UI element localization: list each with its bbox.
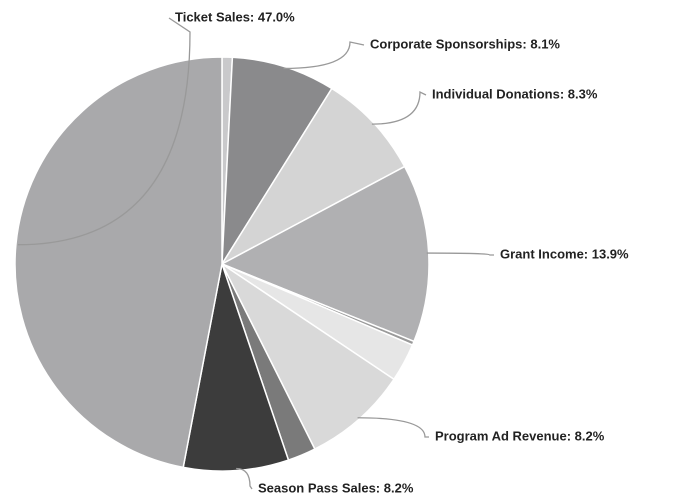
- slice-label: Individual Donations: 8.3%: [432, 86, 598, 101]
- slice-label: Ticket Sales: 47.0%: [175, 9, 295, 24]
- leader-line: [17, 17, 191, 246]
- pie-slice: [219, 87, 406, 266]
- leader-line: [236, 467, 253, 490]
- pie-slice: [182, 261, 290, 472]
- leader-line: [371, 90, 427, 125]
- leader-line: [283, 41, 365, 70]
- pie-slice: [221, 56, 333, 267]
- slice-label: Grant Income: 13.9%: [500, 246, 629, 261]
- leader-line: [426, 252, 494, 256]
- pie-slice: [14, 56, 223, 469]
- leader-line: [357, 417, 429, 438]
- slice-label: Program Ad Revenue: 8.2%: [435, 428, 605, 443]
- pie-slice: [220, 261, 395, 451]
- slice-label: Corporate Sponsorships: 8.1%: [370, 36, 560, 51]
- slice-label: Season Pass Sales: 8.2%: [258, 480, 414, 495]
